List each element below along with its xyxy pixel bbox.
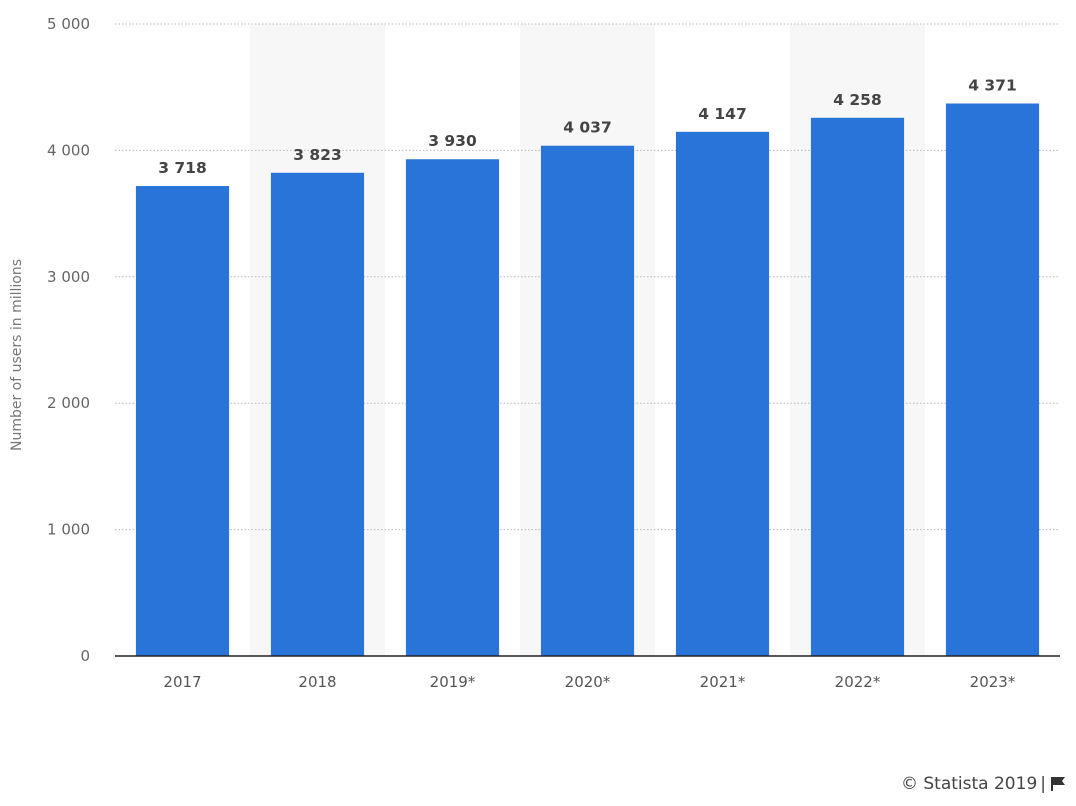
y-tick-label: 1 000 (47, 521, 90, 539)
y-tick-label: 5 000 (47, 15, 90, 33)
value-label: 3 823 (293, 146, 342, 164)
x-axis-labels: 2017 2018 2019* 2020* 2021* 2022* 2023* (163, 673, 1015, 691)
bar[interactable] (405, 159, 500, 657)
y-tick-label: 4 000 (47, 141, 90, 159)
value-label: 4 371 (968, 77, 1017, 95)
value-label: 4 037 (563, 119, 612, 137)
x-tick-label: 2017 (163, 673, 201, 691)
x-tick-label: 2018 (298, 673, 336, 691)
flag-icon[interactable] (1050, 776, 1066, 792)
x-tick-label: 2023* (970, 673, 1016, 691)
bar[interactable] (270, 172, 365, 656)
x-tick-label: 2020* (565, 673, 611, 691)
value-label: 3 930 (428, 132, 477, 150)
bar[interactable] (540, 145, 635, 656)
x-tick-label: 2022* (835, 673, 881, 691)
bars (135, 103, 1040, 657)
statista-credit[interactable]: © Statista 2019 | (901, 774, 1066, 794)
x-tick-label: 2021* (700, 673, 746, 691)
bar[interactable] (810, 117, 905, 656)
y-tick-label: 2 000 (47, 394, 90, 412)
bar[interactable] (945, 103, 1040, 656)
y-tick-label: 0 (80, 647, 90, 665)
value-label: 3 718 (158, 159, 207, 177)
x-tick-label: 2019* (430, 673, 476, 691)
bar[interactable] (675, 131, 770, 656)
value-labels: 3 718 3 823 3 930 4 037 4 147 4 258 4 371 (158, 77, 1017, 178)
y-axis-labels: 0 1 000 2 000 3 000 4 000 5 000 (47, 15, 90, 665)
y-tick-label: 3 000 (47, 268, 90, 286)
value-label: 4 147 (698, 105, 747, 123)
bar[interactable] (135, 186, 230, 656)
value-label: 4 258 (833, 91, 882, 109)
credit-text: © Statista 2019 (900, 774, 1038, 794)
y-axis-title: Number of users in millions (9, 259, 25, 451)
